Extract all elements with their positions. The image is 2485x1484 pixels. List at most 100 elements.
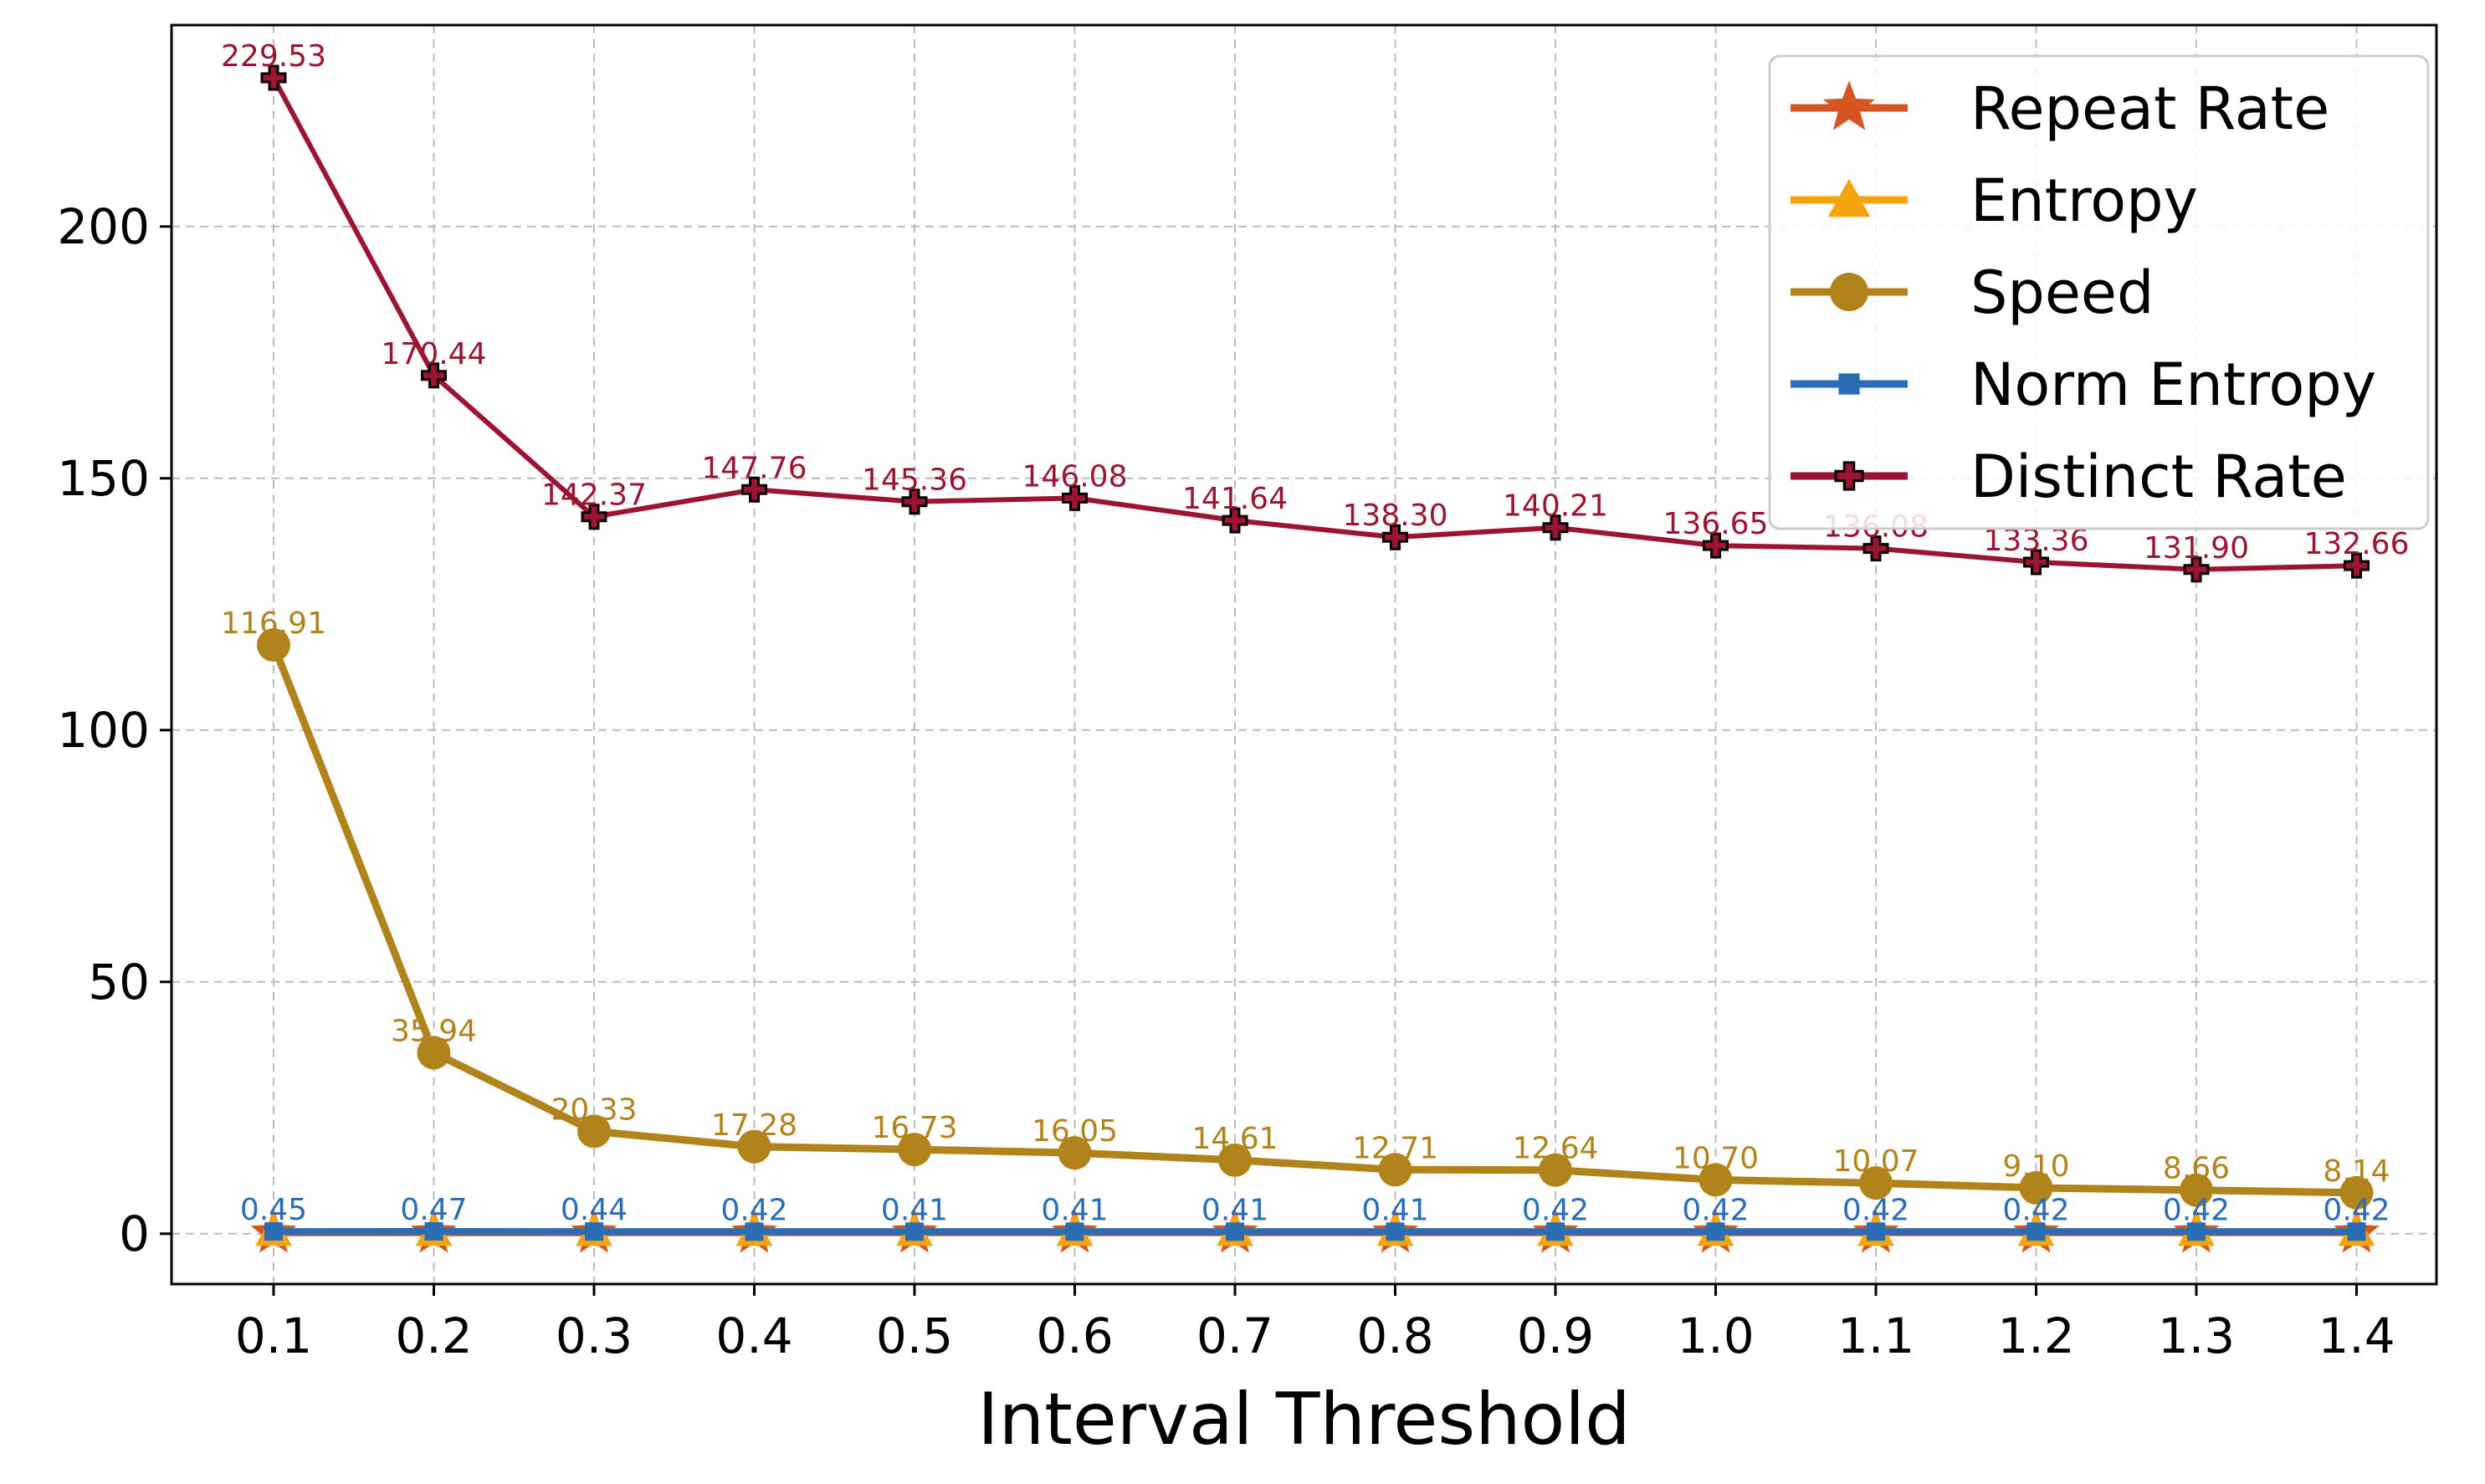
data-label: 0.47 (400, 1193, 467, 1227)
square-marker (264, 1222, 283, 1241)
x-tick-label: 1.0 (1677, 1307, 1754, 1364)
x-tick-label: 0.9 (1517, 1307, 1594, 1364)
legend-label: Norm Entropy (1970, 351, 2376, 419)
data-label: 145.36 (862, 463, 967, 498)
data-label: 0.42 (2163, 1193, 2230, 1227)
data-label: 0.42 (1842, 1193, 1909, 1227)
x-axis-title: Interval Threshold (977, 1378, 1631, 1461)
axis-ticks: 0 50 100 150 200 0.1 0.2 0.3 0.4 0.5 0.6 0.7 0.8 0.9 1… (57, 198, 2395, 1364)
data-label: 141.64 (1182, 482, 1288, 516)
data-label: 16.05 (1032, 1114, 1118, 1149)
legend-label: Speed (1970, 258, 2154, 327)
x-tick-label: 1.1 (1837, 1307, 1914, 1364)
data-label: 0.42 (2002, 1193, 2069, 1227)
plus-marker (2344, 552, 2370, 579)
x-tick-label: 1.3 (2158, 1307, 2235, 1364)
data-label: 0.45 (240, 1193, 307, 1227)
circle-marker (737, 1129, 771, 1164)
circle-marker (1218, 1143, 1252, 1177)
circle-marker (1378, 1153, 1412, 1187)
circle-marker (1539, 1153, 1572, 1187)
legend: Repeat Rate Entropy Speed Norm Entropy Disti… (1768, 54, 2430, 530)
data-label: 131.90 (2144, 531, 2249, 565)
square-marker (2347, 1222, 2366, 1241)
data-label: 138.30 (1343, 499, 1448, 533)
data-label: 12.71 (1352, 1131, 1438, 1165)
plus-marker (1222, 507, 1248, 534)
data-label: 10.70 (1673, 1141, 1759, 1175)
data-label: 0.41 (1202, 1193, 1268, 1227)
plus-marker (1382, 524, 1408, 550)
series-line (269, 643, 2357, 1197)
triangle-marker (1827, 178, 1871, 217)
data-label: 0.42 (1522, 1193, 1589, 1227)
plus-marker (1834, 461, 1864, 491)
series-distinct-rate (260, 64, 2370, 583)
circle-marker (257, 628, 290, 663)
legend-item-entropy: Entropy (1791, 166, 2198, 235)
data-label: 140.21 (1503, 489, 1608, 524)
data-label: 16.73 (871, 1111, 957, 1145)
plus-marker (1062, 484, 1088, 511)
circle-marker (2180, 1173, 2213, 1207)
circle-marker (2339, 1175, 2374, 1210)
circle-marker (1830, 273, 1868, 311)
x-tick-label: 0.5 (876, 1307, 953, 1364)
data-label: 9.10 (2002, 1149, 2069, 1184)
square-marker (1386, 1222, 1405, 1241)
square-marker (1867, 1222, 1885, 1241)
x-tick-label: 0.8 (1356, 1307, 1433, 1364)
series-layer (250, 64, 2380, 1253)
y-tick-label: 50 (88, 954, 150, 1011)
plot-frame (170, 23, 2438, 1286)
circle-marker (577, 1114, 611, 1149)
data-label: 146.08 (1022, 459, 1128, 494)
y-tick-label: 0 (119, 1205, 150, 1262)
x-tick-label: 0.6 (1036, 1307, 1113, 1364)
data-label: 12.64 (1512, 1132, 1598, 1166)
data-label: 17.28 (711, 1108, 797, 1143)
square-marker (1065, 1222, 1084, 1241)
legend-item-speed: Speed (1791, 258, 2154, 327)
circle-marker (898, 1133, 931, 1167)
series-line (271, 76, 2357, 572)
square-marker (745, 1222, 764, 1241)
data-label: 8.66 (2163, 1152, 2230, 1186)
x-tick-label: 0.4 (715, 1307, 792, 1364)
data-label: 136.65 (1663, 507, 1769, 541)
data-label: 142.37 (541, 478, 647, 513)
x-tick-label: 0.3 (556, 1307, 633, 1364)
data-label: 8.14 (2323, 1154, 2390, 1189)
legend-item-distinct-rate: Distinct Rate (1791, 443, 2347, 511)
circle-marker (1058, 1136, 1092, 1170)
square-marker (1706, 1222, 1725, 1241)
plus-marker (901, 489, 928, 515)
circle-marker (1699, 1163, 1733, 1197)
data-label: 0.42 (1682, 1193, 1749, 1227)
x-tick-label: 0.1 (235, 1307, 312, 1364)
plus-marker (1862, 535, 1889, 562)
data-label: 0.41 (1041, 1193, 1108, 1227)
circle-marker (417, 1036, 451, 1070)
square-marker (905, 1222, 924, 1241)
plus-marker (2023, 549, 2049, 576)
plus-marker (2183, 556, 2210, 583)
x-tick-label: 1.2 (1997, 1307, 2074, 1364)
data-label: 0.42 (2323, 1193, 2390, 1227)
star-marker (1822, 80, 1876, 130)
series-speed (257, 628, 2374, 1210)
data-label: 20.33 (551, 1093, 637, 1127)
data-label: 10.07 (1832, 1144, 1919, 1179)
data-label: 35.94 (391, 1014, 477, 1048)
legend-item-repeat-rate: Repeat Rate (1791, 74, 2329, 143)
square-marker (424, 1221, 443, 1241)
legend-item-norm-entropy: Norm Entropy (1791, 351, 2376, 419)
x-tick-label: 1.4 (2318, 1307, 2395, 1364)
plus-marker (260, 64, 287, 91)
data-label: 147.76 (702, 451, 807, 485)
data-label: 170.44 (382, 337, 487, 371)
plus-marker (1703, 532, 1729, 559)
y-tick-label: 100 (57, 702, 150, 759)
data-label: 0.41 (881, 1193, 948, 1227)
